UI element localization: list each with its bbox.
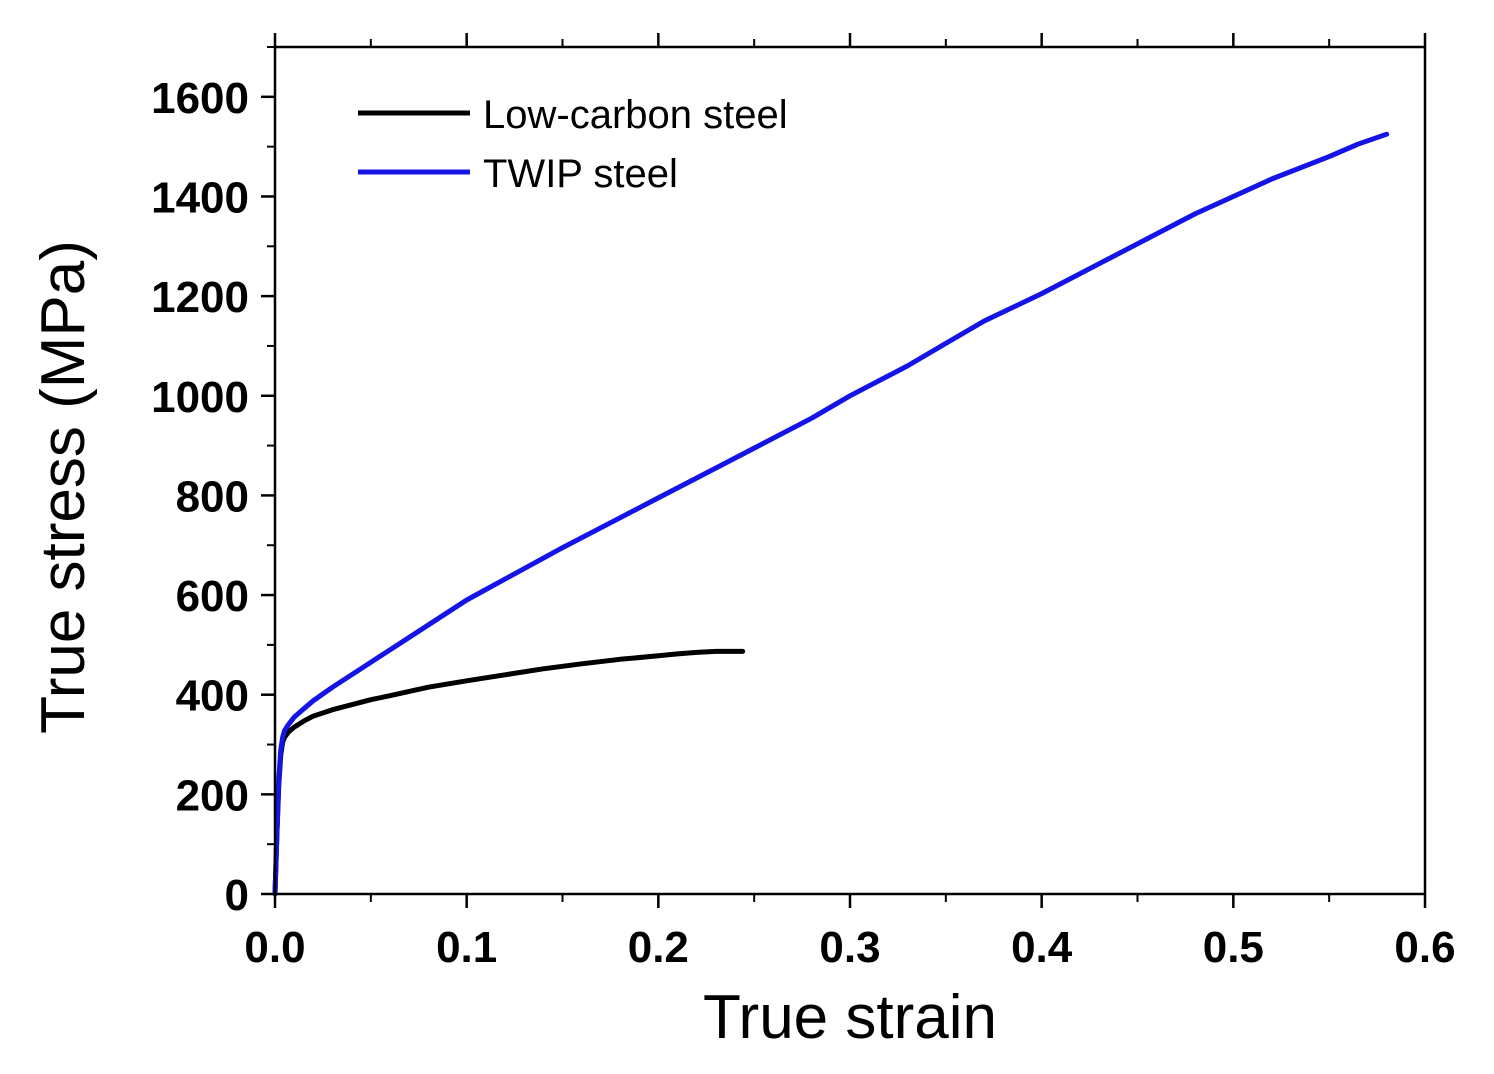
tick-layer (261, 33, 1427, 908)
legend-label-low-carbon-steel: Low-carbon steel (483, 93, 788, 137)
legend-label-twip-steel: TWIP steel (483, 152, 678, 196)
y-tick-label: 600 (176, 572, 249, 621)
x-tick-label: 0.0 (244, 923, 305, 972)
series-line-twip-steel (272, 131, 1390, 897)
y-tick-label: 1400 (151, 173, 249, 222)
series-layer (272, 131, 1390, 897)
y-tick-label: 1600 (151, 74, 249, 123)
x-tick-label: 0.4 (1011, 923, 1073, 972)
label-layer: 0.0 0.1 0.2 0.3 0.4 0.5 0.6 0 200 400 600 800 1000 12… (151, 74, 1455, 972)
x-axis-title: True strain (703, 983, 997, 1052)
y-tick-label: 1000 (151, 373, 249, 422)
x-tick-label: 0.6 (1394, 923, 1455, 972)
y-tick-label: 0 (225, 871, 249, 920)
y-tick-label: 800 (176, 472, 249, 521)
y-tick-label: 1200 (151, 273, 249, 322)
y-tick-label: 200 (176, 771, 249, 820)
x-tick-label: 0.5 (1203, 923, 1264, 972)
x-tick-label: 0.3 (819, 923, 880, 972)
y-tick-label: 400 (176, 672, 249, 721)
legend: Low-carbon steel TWIP steel (358, 93, 788, 196)
y-axis-title: True stress (MPa) (29, 240, 98, 734)
x-tick-label: 0.2 (628, 923, 689, 972)
x-tick-label: 0.1 (436, 923, 497, 972)
series-line-low-carbon-steel (272, 648, 746, 897)
